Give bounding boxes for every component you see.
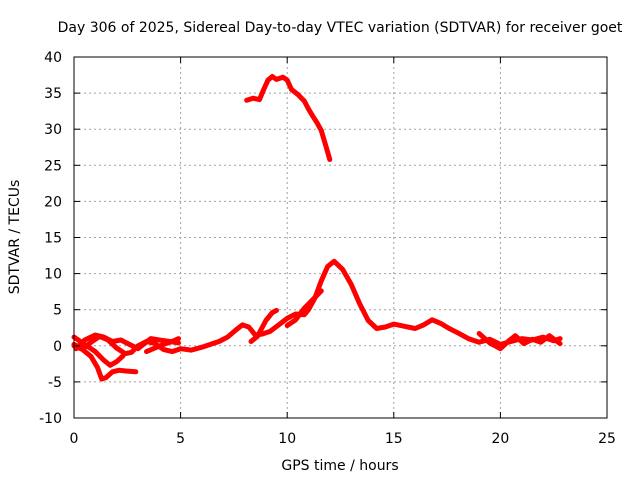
x-tick-label: 0 bbox=[70, 431, 79, 447]
x-axis-label: GPS time / hours bbox=[281, 458, 398, 474]
y-tick-label: -5 bbox=[48, 375, 62, 391]
y-tick-label: 40 bbox=[44, 50, 62, 66]
series-early-wave bbox=[73, 332, 181, 352]
series-high-arc bbox=[244, 74, 333, 162]
series-early-dip-1 bbox=[71, 343, 139, 382]
y-tick-label: -10 bbox=[39, 411, 62, 427]
x-tick-label: 5 bbox=[176, 431, 185, 447]
y-tick-label: 5 bbox=[53, 303, 62, 319]
series-main-arc bbox=[71, 258, 563, 357]
grid-lines bbox=[74, 57, 607, 418]
series-noon-segment bbox=[248, 307, 279, 344]
y-axis-label: SDTVAR / TECUs bbox=[7, 180, 23, 295]
data-series bbox=[71, 74, 563, 382]
series-noon-segment-2 bbox=[284, 288, 324, 329]
x-tick-label: 10 bbox=[278, 431, 296, 447]
y-tick-label: 30 bbox=[44, 122, 62, 138]
y-tick-label: 25 bbox=[44, 158, 62, 174]
y-tick-label: 35 bbox=[44, 86, 62, 102]
x-tick-label: 15 bbox=[385, 431, 403, 447]
y-tick-label: 0 bbox=[53, 339, 62, 355]
chart-title: Day 306 of 2025, Sidereal Day-to-day VTE… bbox=[58, 20, 623, 36]
y-tick-label: 15 bbox=[44, 231, 62, 247]
x-tick-label: 25 bbox=[598, 431, 616, 447]
y-tick-label: 10 bbox=[44, 267, 62, 283]
x-tick-label: 20 bbox=[491, 431, 509, 447]
series-late-segment bbox=[476, 331, 563, 352]
series-morning-track bbox=[144, 336, 181, 355]
y-tick-label: 20 bbox=[44, 194, 62, 210]
axis-ticks: 0 5 10 15 20 25 -10 -5 0 5 10 15 20 25 30 35 40 bbox=[39, 50, 616, 447]
series-early-dip-2 bbox=[71, 334, 126, 368]
